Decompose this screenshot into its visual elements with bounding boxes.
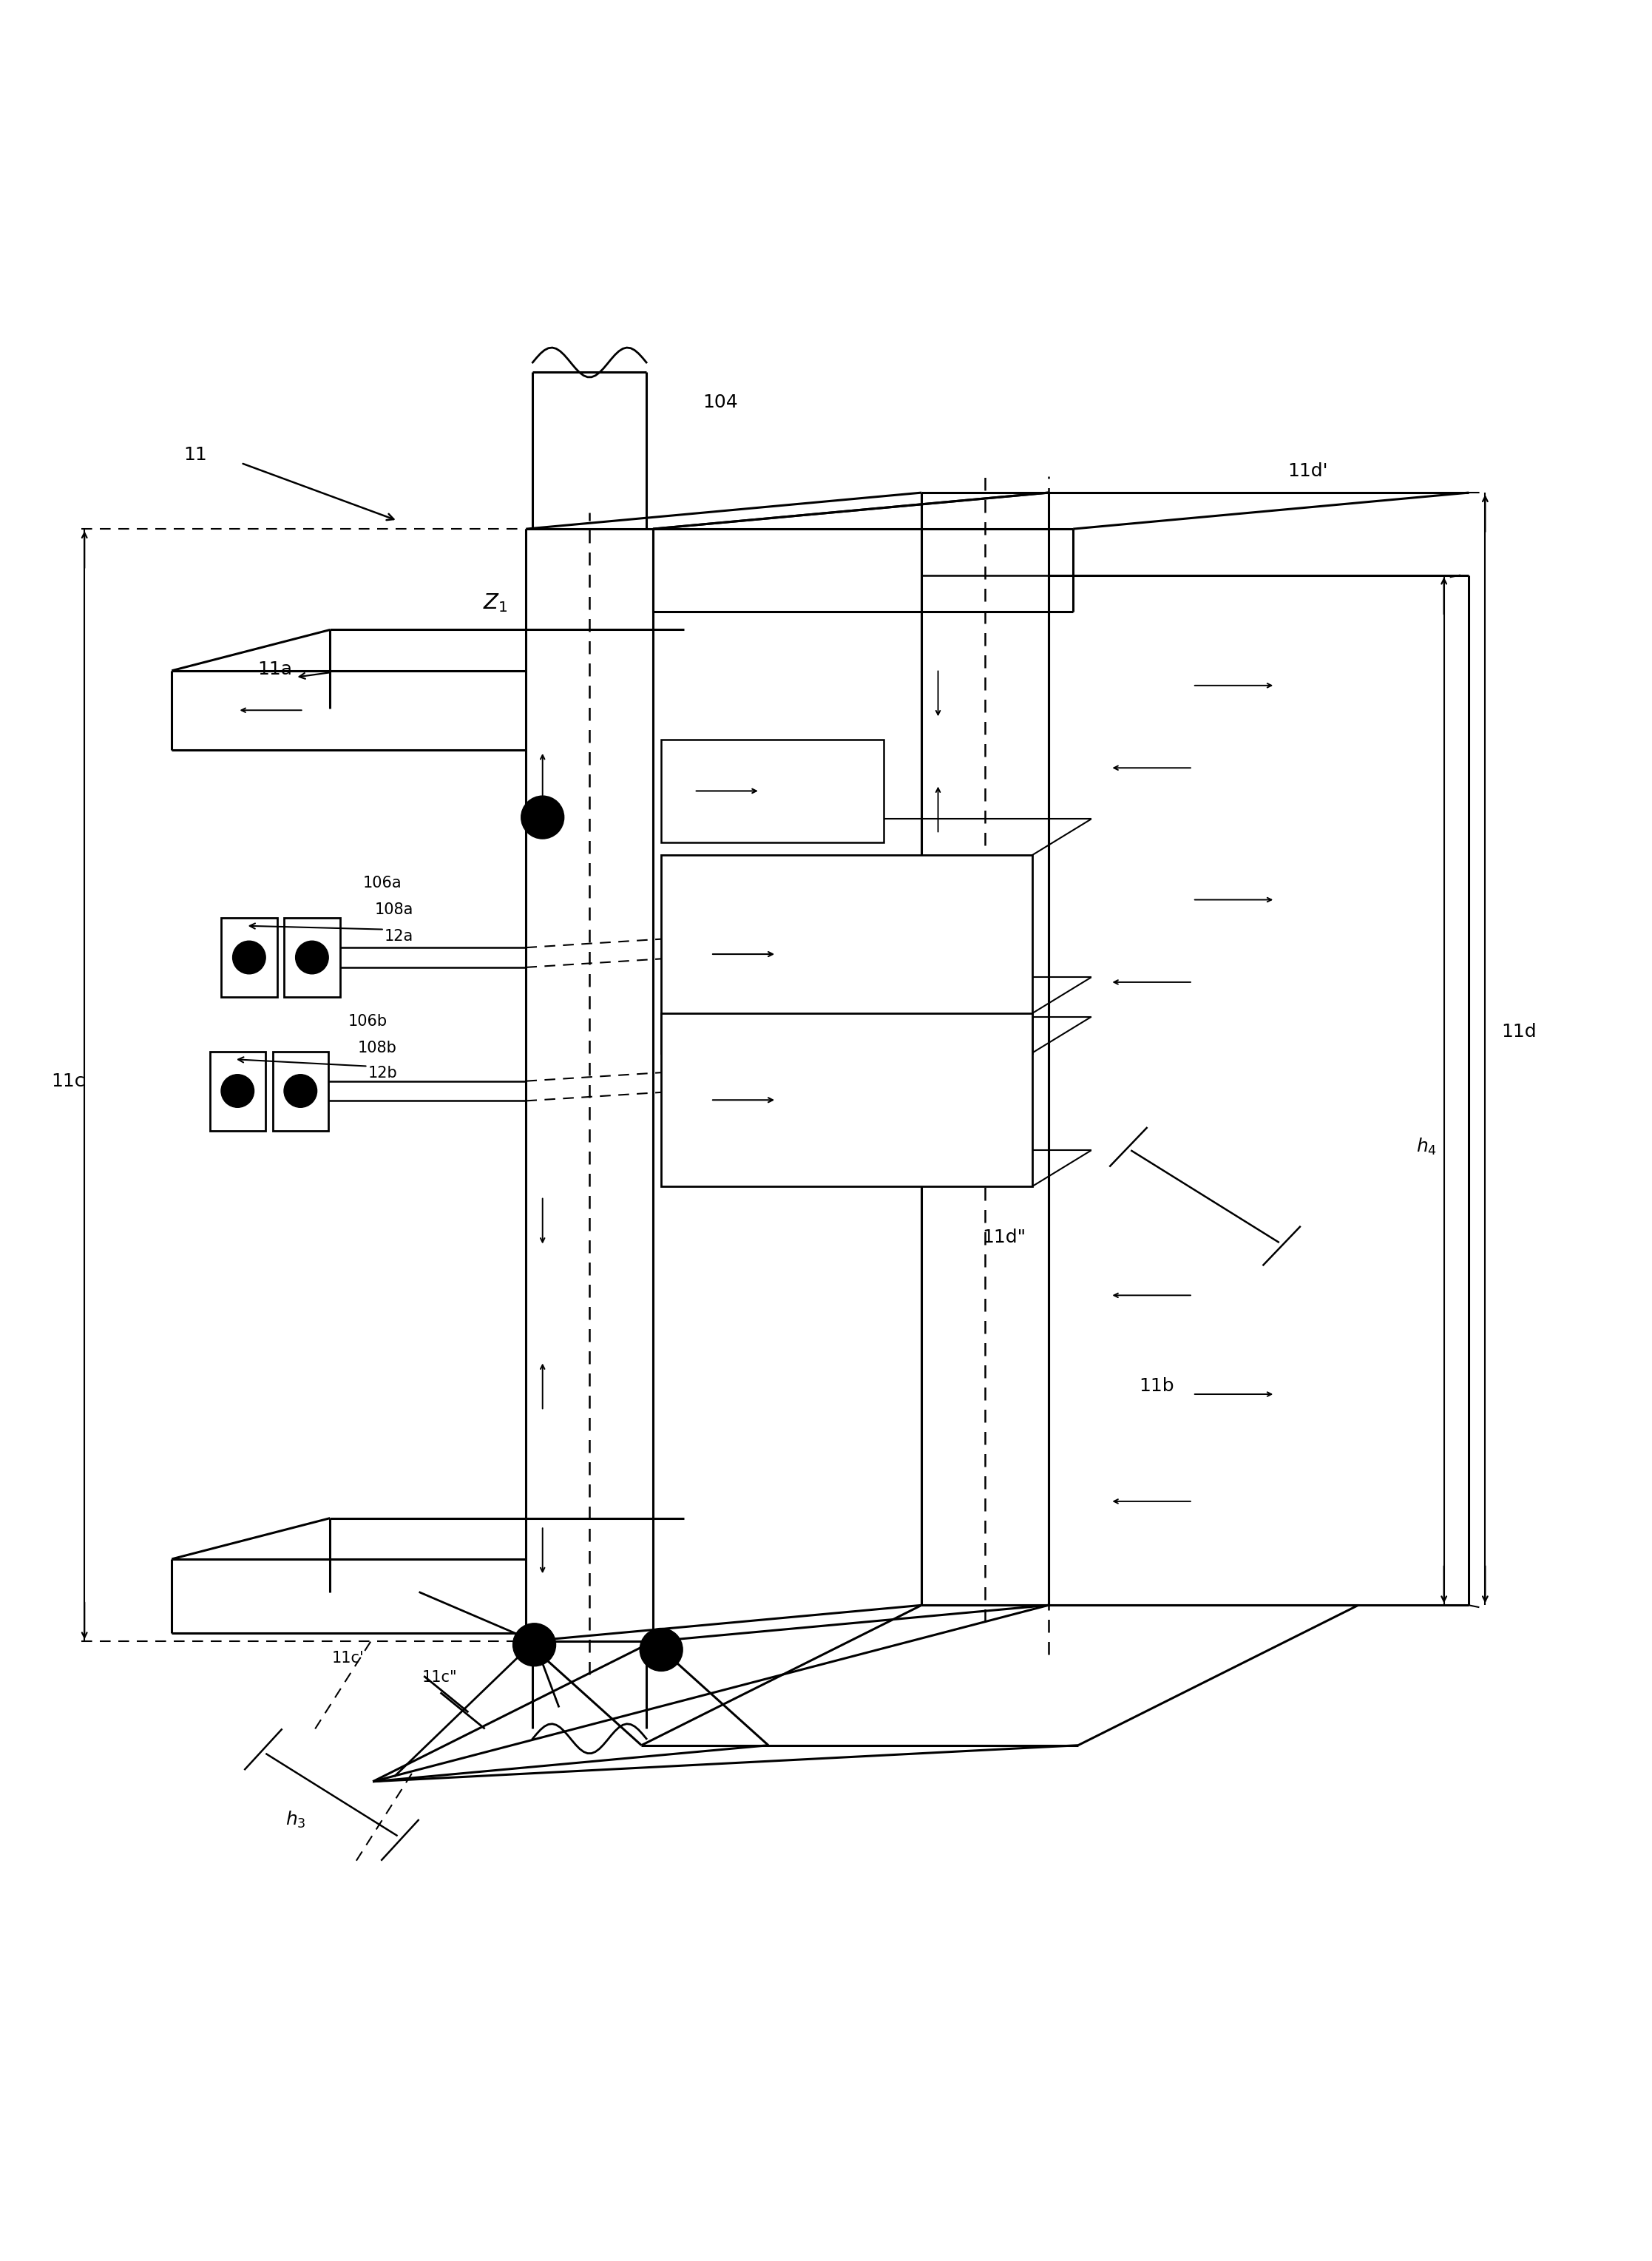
Circle shape [284,1074,317,1108]
Circle shape [520,796,563,839]
Text: 108b: 108b [358,1040,396,1056]
Text: 11: 11 [183,445,206,464]
Bar [221,918,278,997]
Circle shape [233,941,266,974]
Circle shape [221,1074,254,1108]
Text: 108a: 108a [375,902,413,918]
Text: 11c': 11c' [332,1651,363,1666]
Circle shape [639,1628,682,1671]
Text: 104: 104 [702,393,738,412]
Text: 11c: 11c [51,1072,86,1090]
Text: 106b: 106b [349,1015,388,1029]
Text: 11d: 11d [1502,1022,1536,1040]
Text: 106a: 106a [363,875,401,891]
Text: $Z_1$: $Z_1$ [484,592,509,615]
Circle shape [296,941,329,974]
Text: $h_4$: $h_4$ [1416,1137,1437,1158]
Text: 11a: 11a [258,660,292,678]
Bar [661,855,1032,1054]
Text: 11d": 11d" [983,1228,1026,1246]
Text: 11c": 11c" [423,1671,458,1684]
Text: 12b: 12b [368,1065,396,1081]
Bar [210,1051,266,1130]
Text: 11d': 11d' [1287,461,1328,479]
Circle shape [512,1623,555,1666]
Bar [273,1051,329,1130]
Text: $h_3$: $h_3$ [286,1809,306,1829]
Bar [661,739,884,841]
Text: 11b: 11b [1140,1377,1175,1395]
Bar [661,1013,1032,1187]
Text: 12a: 12a [385,929,413,943]
Bar [284,918,340,997]
